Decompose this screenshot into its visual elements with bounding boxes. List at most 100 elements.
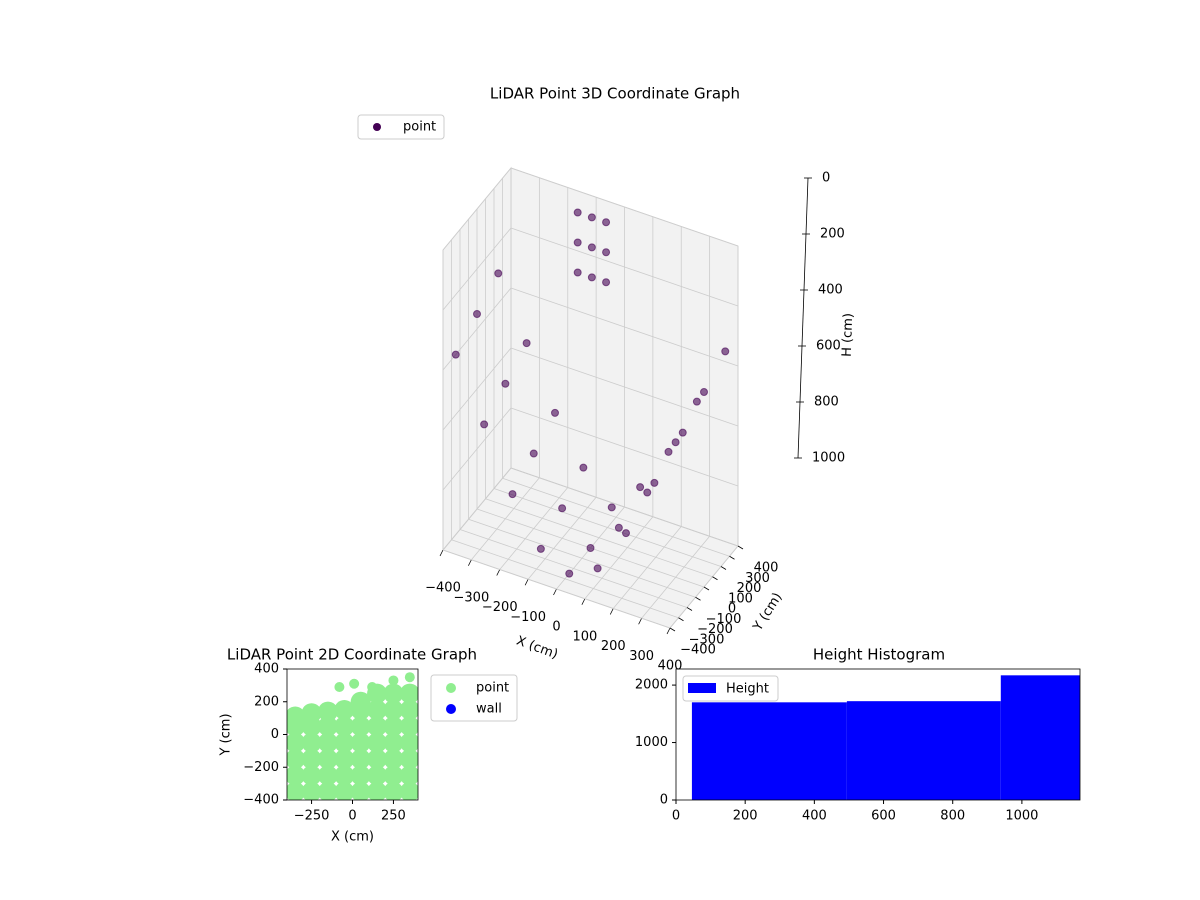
- point: [349, 678, 360, 689]
- point: [636, 483, 645, 492]
- point: [287, 706, 306, 727]
- point: [399, 732, 418, 753]
- point: [501, 379, 510, 388]
- point: [404, 672, 415, 683]
- plot-points: [287, 672, 418, 800]
- x-tick-label: 200: [733, 809, 758, 824]
- point: [334, 765, 355, 786]
- x-tick: [666, 627, 671, 635]
- y-tick-label: 0: [728, 602, 736, 617]
- point: [367, 682, 378, 693]
- z-tick-label: 400: [818, 283, 843, 298]
- grid-line: [510, 467, 739, 547]
- x-tick-label: 800: [940, 809, 965, 824]
- legend-marker: [446, 683, 456, 693]
- point: [301, 781, 322, 800]
- grid-line: [442, 407, 512, 491]
- point: [383, 699, 404, 720]
- y-tick-label: 400: [754, 561, 779, 576]
- point: [334, 732, 355, 753]
- point: [350, 691, 371, 712]
- point: [522, 339, 531, 348]
- z-tick-label: 200: [820, 227, 845, 242]
- point: [367, 781, 388, 800]
- point: [602, 278, 611, 287]
- point: [602, 218, 611, 227]
- grid-line: [442, 549, 671, 629]
- point: [480, 420, 489, 429]
- point: [573, 208, 582, 217]
- x-tick: [524, 579, 529, 586]
- grid-line: [510, 407, 739, 487]
- bar: [846, 701, 1001, 800]
- grid-line: [442, 467, 512, 551]
- point: [587, 243, 596, 252]
- x-tick-label: −250: [294, 809, 330, 824]
- y-tick-label: 100: [728, 591, 753, 606]
- z-tick-label: 1000: [812, 451, 845, 466]
- point: [586, 544, 595, 552]
- point: [473, 310, 481, 318]
- x-tick: [638, 618, 642, 625]
- grid-line: [459, 529, 688, 608]
- point: [334, 716, 355, 737]
- y-tick-label: −400: [680, 643, 716, 658]
- point: [692, 397, 701, 406]
- legend-marker: [688, 683, 716, 693]
- x-tick-label: 1000: [1005, 809, 1038, 824]
- point: [614, 523, 623, 532]
- point: [399, 765, 418, 786]
- z-tick-label: 0: [822, 171, 830, 186]
- x-tick-label: 0: [672, 809, 680, 824]
- point: [664, 447, 673, 456]
- x-axis-label: X (cm): [331, 830, 374, 845]
- point: [317, 701, 338, 722]
- grid-line: [485, 498, 713, 578]
- grid-line: [442, 167, 512, 251]
- point: [350, 716, 371, 737]
- legend-box: [357, 114, 445, 140]
- point: [367, 765, 388, 786]
- legend-label: wall: [476, 702, 502, 717]
- z-axis: [797, 177, 809, 459]
- x-tick: [439, 549, 444, 557]
- chart-title: Height Histogram: [813, 646, 945, 664]
- y-tick-label: −200: [697, 622, 733, 637]
- y-tick: [669, 627, 676, 632]
- grid-line: [442, 347, 512, 431]
- point: [494, 269, 503, 278]
- y-tick-label: 200: [737, 581, 762, 596]
- point: [593, 564, 602, 573]
- point: [334, 682, 345, 693]
- point: [287, 732, 306, 753]
- x-tick-label: 300: [629, 649, 654, 664]
- y-tick-label: 0: [660, 793, 668, 808]
- z-tick-label: 600: [816, 339, 841, 354]
- x-tick: [496, 569, 501, 576]
- point: [551, 408, 559, 417]
- grid-line: [510, 347, 739, 427]
- point: [301, 749, 322, 770]
- x-tick-label: −200: [482, 600, 518, 615]
- point: [388, 675, 399, 686]
- point: [383, 732, 404, 753]
- point: [367, 716, 388, 737]
- point: [383, 765, 404, 786]
- point: [287, 765, 306, 786]
- point: [622, 529, 630, 538]
- point: [334, 749, 355, 770]
- y-tick-label: −100: [706, 612, 742, 627]
- point: [301, 765, 322, 786]
- x-tick: [553, 588, 557, 596]
- y-tick-label: −400: [243, 793, 279, 808]
- point: [317, 765, 338, 786]
- point: [383, 683, 404, 704]
- point: [508, 490, 517, 499]
- legend-marker: [446, 704, 456, 714]
- y-tick: [703, 586, 710, 591]
- point: [671, 438, 680, 447]
- y-tick: [686, 607, 693, 611]
- point: [383, 781, 404, 800]
- point: [301, 732, 322, 753]
- point: [650, 478, 659, 487]
